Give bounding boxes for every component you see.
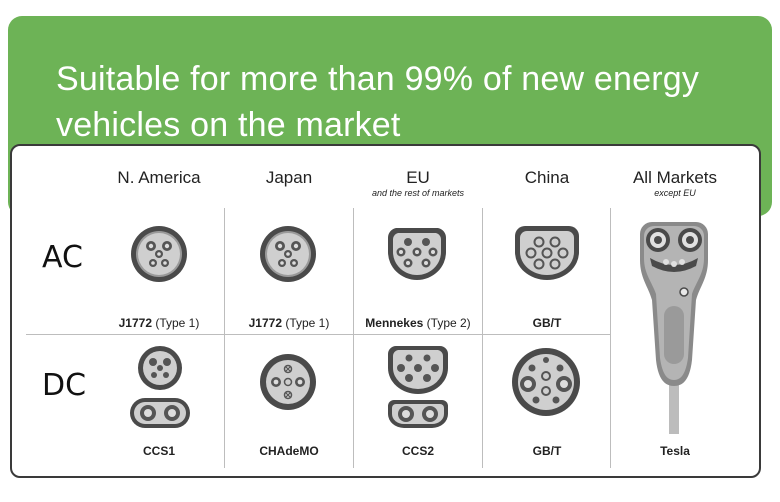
chademo-connector-icon [260,354,316,410]
plug-label-tesla: Tesla [660,444,690,458]
column-header-north-america: N. America [117,168,201,187]
plug-label-ccs1: CCS1 [142,444,175,458]
grid-divider [224,208,225,468]
plug-label-gbt-dc: GB/T [532,444,562,458]
tesla-connector-icon [640,222,708,434]
banner-title-line2: vehicles on the market [56,106,401,144]
grid-divider [482,208,483,468]
banner-title-line1: Suitable for more than 99% of new energy [56,60,700,98]
column-subheader-all-markets: except EU [654,188,696,198]
column-subheader-eu: and the rest of markets [371,188,465,198]
plug-label-ccs2: CCS2 [401,444,434,458]
connector-compatibility-table: N. America Japan EU and the rest of mark… [10,144,761,478]
plug-label-mennekes: Mennekes (Type 2) [365,316,471,330]
row-label-dc: DC [42,368,87,403]
ccs1-connector-icon [130,346,190,428]
gbt-dc-connector-icon [512,348,580,416]
row-label-ac: AC [42,240,83,275]
plug-label-j1772-jp: J1772 (Type 1) [248,316,330,330]
grid-divider [26,334,610,335]
j1772-connector-icon [260,226,316,282]
type2-connector-icon [387,228,447,280]
ccs2-connector-icon [388,346,448,428]
gbt-ac-connector-icon [515,226,579,280]
column-header-china: China [524,168,570,187]
j1772-connector-icon [131,226,187,282]
plug-label-j1772-na: J1772 (Type 1) [118,316,200,330]
plug-label-chademo: CHAdeMO [259,444,319,458]
column-header-all-markets: All Markets except EU [610,168,740,199]
column-header-eu: EU and the rest of markets [353,168,483,199]
banner-title: Suitable for more than 99% of new energy… [56,56,756,148]
column-header-japan: Japan [265,168,313,187]
grid-divider [353,208,354,468]
grid-divider [610,208,611,468]
plug-label-gbt-ac: GB/T [532,316,562,330]
